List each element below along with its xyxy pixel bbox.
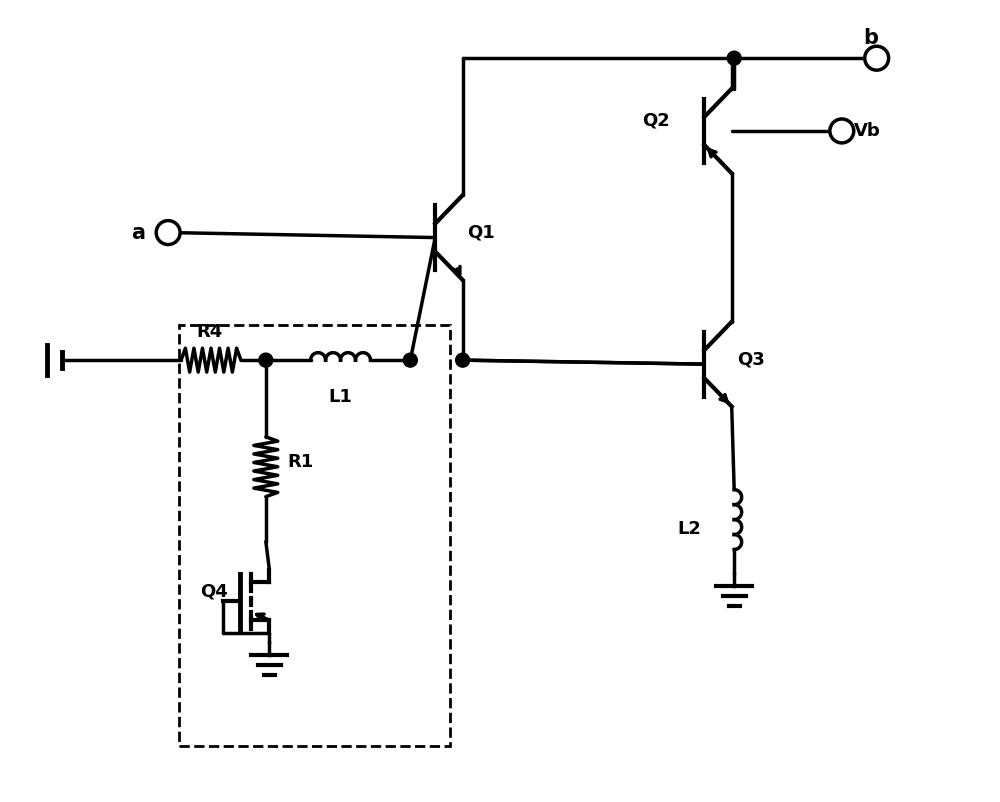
Bar xyxy=(179,326,450,746)
Text: L2: L2 xyxy=(677,520,701,537)
Text: Q2: Q2 xyxy=(642,112,669,130)
Circle shape xyxy=(727,51,741,65)
Circle shape xyxy=(456,353,470,367)
Text: Q1: Q1 xyxy=(468,224,495,241)
Circle shape xyxy=(830,119,854,143)
Text: L1: L1 xyxy=(329,388,352,406)
Text: b: b xyxy=(864,28,879,48)
Text: Q3: Q3 xyxy=(737,350,764,368)
Circle shape xyxy=(156,221,180,245)
Text: Vb: Vb xyxy=(854,122,881,140)
Text: Q4: Q4 xyxy=(200,582,228,601)
Text: R4: R4 xyxy=(196,323,222,341)
Circle shape xyxy=(259,353,273,367)
Circle shape xyxy=(403,353,417,367)
Text: a: a xyxy=(131,223,145,242)
Circle shape xyxy=(865,47,889,70)
Text: R1: R1 xyxy=(288,453,314,471)
